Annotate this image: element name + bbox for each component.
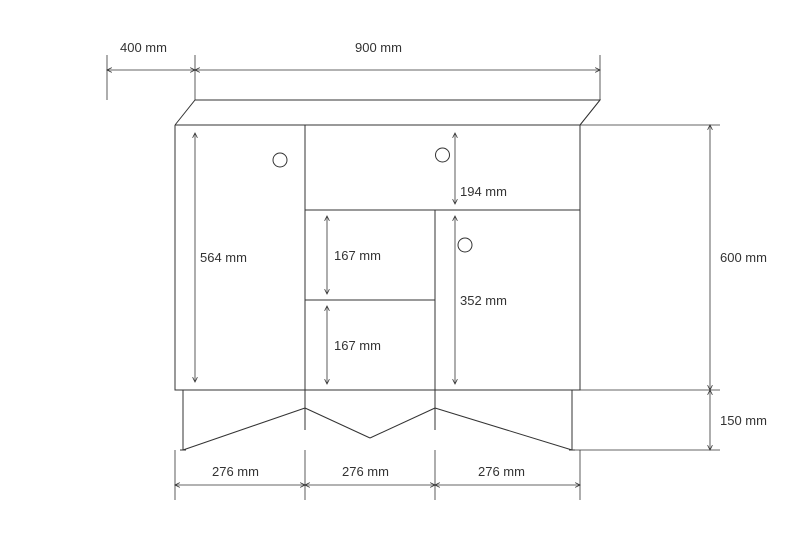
drawing-canvas: 400 mm 900 mm 600 mm 150 mm 564 mm 194 m… bbox=[0, 0, 800, 533]
dim-right-lower: 150 mm bbox=[720, 413, 767, 428]
technical-drawing-svg bbox=[0, 0, 800, 533]
dim-col3: 276 mm bbox=[478, 464, 525, 479]
dim-top-width: 900 mm bbox=[355, 40, 402, 55]
dim-left-door: 564 mm bbox=[200, 250, 247, 265]
dim-col1: 276 mm bbox=[212, 464, 259, 479]
dim-shelf1: 167 mm bbox=[334, 248, 381, 263]
dim-drawer: 194 mm bbox=[460, 184, 507, 199]
dim-shelf2: 167 mm bbox=[334, 338, 381, 353]
dim-right-upper: 600 mm bbox=[720, 250, 767, 265]
dim-right-door: 352 mm bbox=[460, 293, 507, 308]
dim-col2: 276 mm bbox=[342, 464, 389, 479]
dim-top-depth: 400 mm bbox=[120, 40, 167, 55]
